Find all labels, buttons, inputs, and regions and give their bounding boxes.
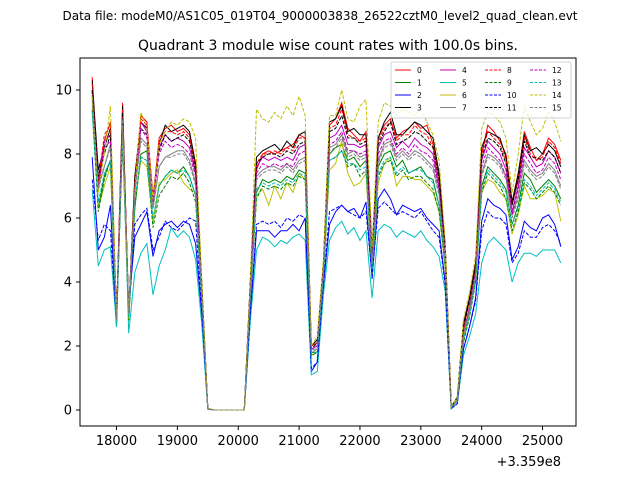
series-line-13 <box>91 112 562 411</box>
x-tick-label: 19000 <box>157 434 198 449</box>
legend-label-9: 9 <box>507 79 512 88</box>
series-line-5 <box>91 121 562 411</box>
legend-label-13: 13 <box>552 79 562 88</box>
x-tick-label: 18000 <box>96 434 137 449</box>
legend-box <box>390 61 572 119</box>
y-tick-label: 4 <box>64 276 72 291</box>
legend-label-4: 4 <box>462 66 467 75</box>
x-tick-label: 23000 <box>400 434 441 449</box>
legend-label-1: 1 <box>417 79 422 88</box>
legend-label-15: 15 <box>552 104 562 113</box>
series-line-14 <box>91 89 562 411</box>
suptitle: Data file: modeM0/AS1C05_019T04_90000038… <box>62 9 577 23</box>
legend-label-12: 12 <box>552 66 562 75</box>
x-offset-label: +3.359e8 <box>497 455 561 470</box>
y-tick-label: 0 <box>64 404 72 419</box>
legend-label-8: 8 <box>507 66 512 75</box>
x-axis: 18000 19000 20000 21000 22000 23000 24000 25000 <box>96 426 563 449</box>
y-tick-label: 8 <box>64 148 72 163</box>
series-line-2 <box>91 115 562 411</box>
x-tick-label: 22000 <box>339 434 380 449</box>
series-layer <box>91 77 562 411</box>
legend-label-11: 11 <box>507 104 517 113</box>
legend-label-5: 5 <box>462 79 467 88</box>
x-tick-label: 21000 <box>278 434 319 449</box>
legend-label-7: 7 <box>462 104 467 113</box>
x-tick-label: 20000 <box>218 434 259 449</box>
x-tick-label: 24000 <box>461 434 502 449</box>
legend-label-10: 10 <box>507 91 517 100</box>
legend-label-0: 0 <box>417 66 422 75</box>
series-line-10 <box>91 131 562 411</box>
y-tick-label: 6 <box>64 212 72 227</box>
axes-frame <box>79 57 577 427</box>
chart-title: Quadrant 3 module wise count rates with … <box>138 38 518 54</box>
y-tick-label: 10 <box>55 84 72 99</box>
legend-label-3: 3 <box>417 104 422 113</box>
y-axis: 0 2 4 6 8 10 <box>55 84 80 419</box>
legend-label-14: 14 <box>552 91 562 100</box>
legend-label-6: 6 <box>462 91 467 100</box>
plot-area <box>91 77 562 411</box>
legend-label-2: 2 <box>417 91 422 100</box>
series-line-15 <box>91 99 562 411</box>
x-tick-label: 25000 <box>522 434 563 449</box>
y-tick-label: 2 <box>64 340 72 355</box>
